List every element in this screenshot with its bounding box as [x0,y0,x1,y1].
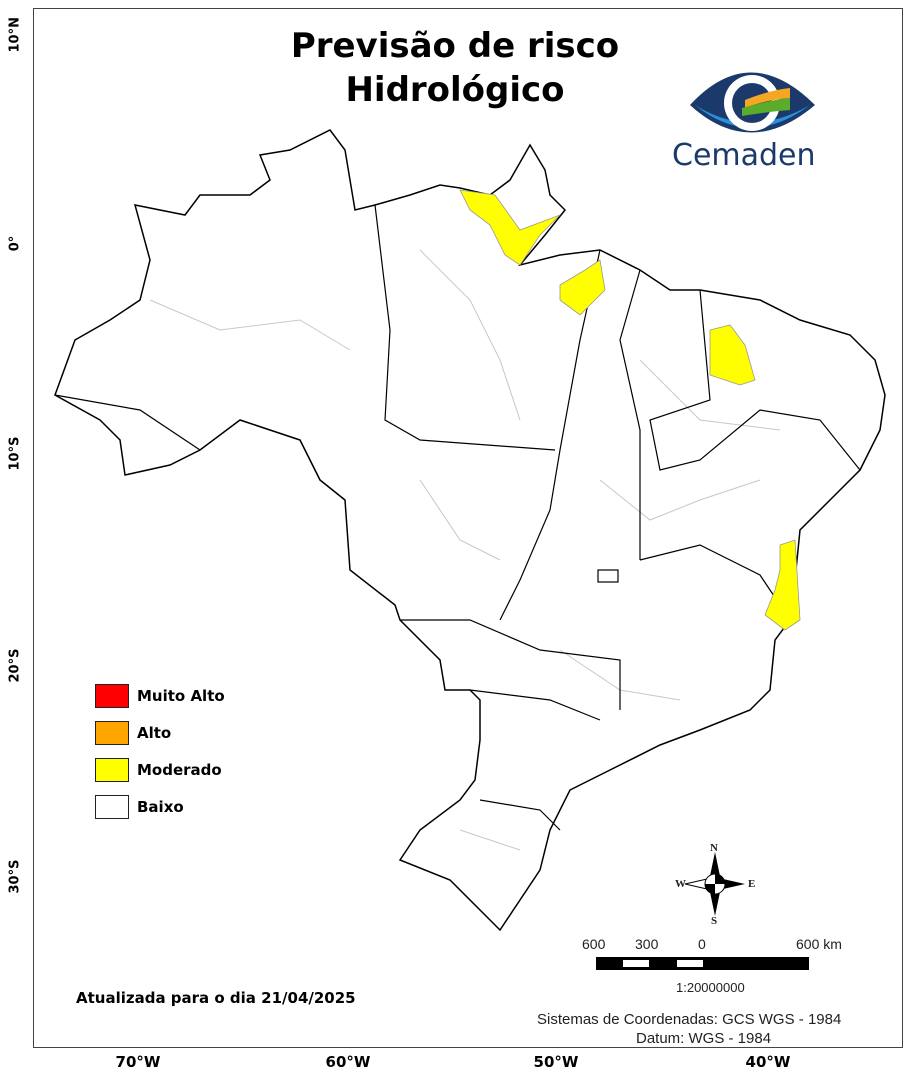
legend-item-alto: Alto [95,720,171,746]
cemaden-logo-icon [690,72,815,133]
legend-swatch [95,795,129,819]
moderate-area-bahia-coast [764,539,801,631]
map-title-line2: Hidrológico [345,70,565,110]
moderate-area-amapa-para [459,189,561,266]
logo-text: Cemaden [672,138,816,173]
map-frame [33,8,903,1048]
moderate-area-ceara [709,324,756,386]
moderate-area-para [559,259,606,316]
moderate-risk-areas [459,189,801,631]
legend-label: Moderado [137,761,222,779]
lon-label: 60°W [325,1053,371,1071]
brazil-outline [54,129,886,932]
lat-label: 30°S [7,859,23,894]
scale-label: 600 km [796,936,842,952]
north-arrow-icon [684,852,745,916]
compass-n: N [710,842,718,854]
legend-label: Alto [137,724,172,742]
lon-label: 50°W [533,1053,579,1071]
legend-swatch [95,758,129,782]
legend-label: Muito Alto [137,687,225,705]
legend-item-muito-alto: Muito Alto [95,683,225,709]
coordinate-system: Sistemas de Coordenadas: GCS WGS - 1984 [537,1011,842,1028]
legend-swatch [95,684,129,708]
compass-s: S [711,915,718,927]
scale-label: 0 [698,936,706,952]
scale-label: 600 [582,936,606,952]
legend-label: Baixo [137,798,184,816]
lon-label: 40°W [745,1053,791,1071]
lat-label: 0° [7,235,23,252]
lat-label: 10°S [7,436,23,471]
legend-item-moderado: Moderado [95,757,222,783]
updated-date: Atualizada para o dia 21/04/2025 [76,989,356,1007]
compass-e: E [748,878,756,890]
legend-swatch [95,721,129,745]
map-title-line1: Previsão de risco [290,26,620,66]
scale-label: 300 [635,936,659,952]
lat-label: 10°N [7,17,23,53]
scale-bar [596,957,809,970]
municipal-borders [149,249,781,851]
scale-ratio: 1:20000000 [676,980,745,995]
datum: Datum: WGS - 1984 [636,1030,772,1047]
lat-label: 20°S [7,648,23,683]
compass-w: W [675,878,686,890]
lon-label: 70°W [115,1053,161,1071]
legend-item-baixo: Baixo [95,794,184,820]
